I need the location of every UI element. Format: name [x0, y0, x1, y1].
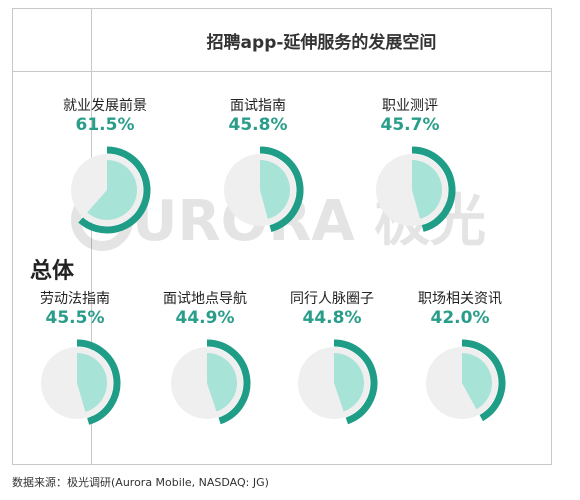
- gauge-chart: [71, 146, 151, 234]
- gauge-arc: [259, 146, 304, 232]
- gauge-chart: [426, 339, 506, 422]
- gauge-arc: [461, 339, 506, 422]
- gauge-fill: [334, 353, 364, 412]
- row-label: 总体: [29, 258, 74, 284]
- gauge-chart: [171, 339, 251, 425]
- gauge-item: 面试指南 45.8%: [193, 95, 323, 260]
- gauge-label: 就业发展前景: [63, 98, 147, 114]
- gauge-arc: [206, 339, 251, 425]
- gauge-item: 同行人脉圈子 44.8%: [267, 288, 397, 453]
- gauge-fill: [462, 353, 492, 410]
- gauge-value: 42.0%: [430, 308, 490, 328]
- gauge-chart: [41, 339, 121, 425]
- column-divider: [91, 9, 92, 464]
- gauge-chart: [224, 146, 304, 232]
- gauge-value: 45.7%: [380, 115, 440, 135]
- gauge-label: 职业测评: [382, 98, 438, 114]
- gauge-label: 面试指南: [230, 98, 286, 114]
- table-frame: 招聘app-延伸服务的发展空间 总体: [12, 8, 552, 465]
- gauge-item: 劳动法指南 45.5%: [10, 288, 140, 453]
- header-row: [13, 9, 551, 72]
- gauge-label: 职场相关资讯: [418, 291, 502, 307]
- gauge-fill: [260, 160, 290, 219]
- gauge-item: 面试地点导航 44.9%: [140, 288, 270, 453]
- gauge-item: 职业测评 45.7%: [345, 95, 475, 260]
- gauge-value: 45.8%: [228, 115, 288, 135]
- chart-title: 招聘app-延伸服务的发展空间: [206, 33, 437, 53]
- source-note: 数据来源：极光调研(Aurora Mobile, NASDAQ: JG): [12, 476, 269, 489]
- gauge-value: 61.5%: [75, 115, 135, 135]
- gauge-label: 劳动法指南: [40, 291, 110, 307]
- gauge-label: 面试地点导航: [163, 291, 247, 307]
- gauge-fill: [207, 353, 237, 412]
- gauge-value: 44.9%: [175, 308, 235, 328]
- gauge-chart: [298, 339, 378, 425]
- gauge-label: 同行人脉圈子: [290, 291, 374, 307]
- gauge-fill: [87, 160, 138, 220]
- gauge-item: 职场相关资讯 42.0%: [395, 288, 525, 453]
- gauge-arc: [333, 339, 378, 425]
- gauge-arc: [78, 146, 151, 234]
- gauge-fill: [77, 353, 108, 412]
- gauge-fill: [412, 160, 442, 219]
- gauge-chart: [376, 146, 456, 232]
- gauge-value: 44.8%: [302, 308, 362, 328]
- gauge-arc: [411, 146, 456, 232]
- gauge-value: 45.5%: [45, 308, 105, 328]
- gauge-arc: [76, 339, 121, 425]
- gauge-item: 就业发展前景 61.5%: [40, 95, 170, 260]
